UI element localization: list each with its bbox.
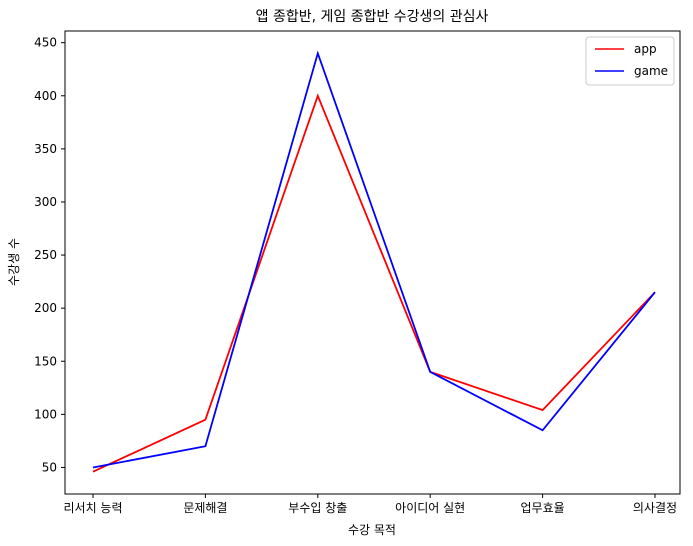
series-line-game [92,50,656,469]
series-lines [92,50,656,473]
y-axis-label: 수강생 수 [7,238,21,286]
y-axis: 50 100 150 200 250 300 350 400 450 [34,36,65,474]
legend: app game [585,36,675,86]
y-tick-label: 150 [34,354,57,368]
x-tick-label: 의사결정 [633,501,677,515]
x-tick-label: 문제해결 [183,501,227,515]
x-tick-label: 부수입 창출 [288,501,347,515]
x-tick-label: 리서치 능력 [63,501,122,515]
y-tick-label: 300 [34,195,57,209]
y-tick-label: 400 [34,89,57,103]
x-tick-label: 아이디어 실현 [395,501,465,515]
y-tick-label: 100 [34,407,57,421]
chart-title: 앱 종합반, 게임 종합반 수강생의 관심사 [256,9,489,25]
y-tick-label: 350 [34,142,57,156]
legend-label-game: game [634,64,668,78]
y-tick-label: 50 [42,460,57,474]
series-line-app [92,93,656,473]
y-tick-label: 250 [34,248,57,262]
x-axis: 리서치 능력 문제해결 부수입 창출 아이디어 실현 업무효율 의사결정 [63,494,677,515]
x-axis-label: 수강 목적 [348,523,396,537]
plot-area [64,30,681,495]
legend-label-app: app [634,42,657,56]
x-tick-label: 업무효율 [521,501,565,515]
y-tick-label: 200 [34,301,57,315]
y-tick-label: 450 [34,36,57,50]
